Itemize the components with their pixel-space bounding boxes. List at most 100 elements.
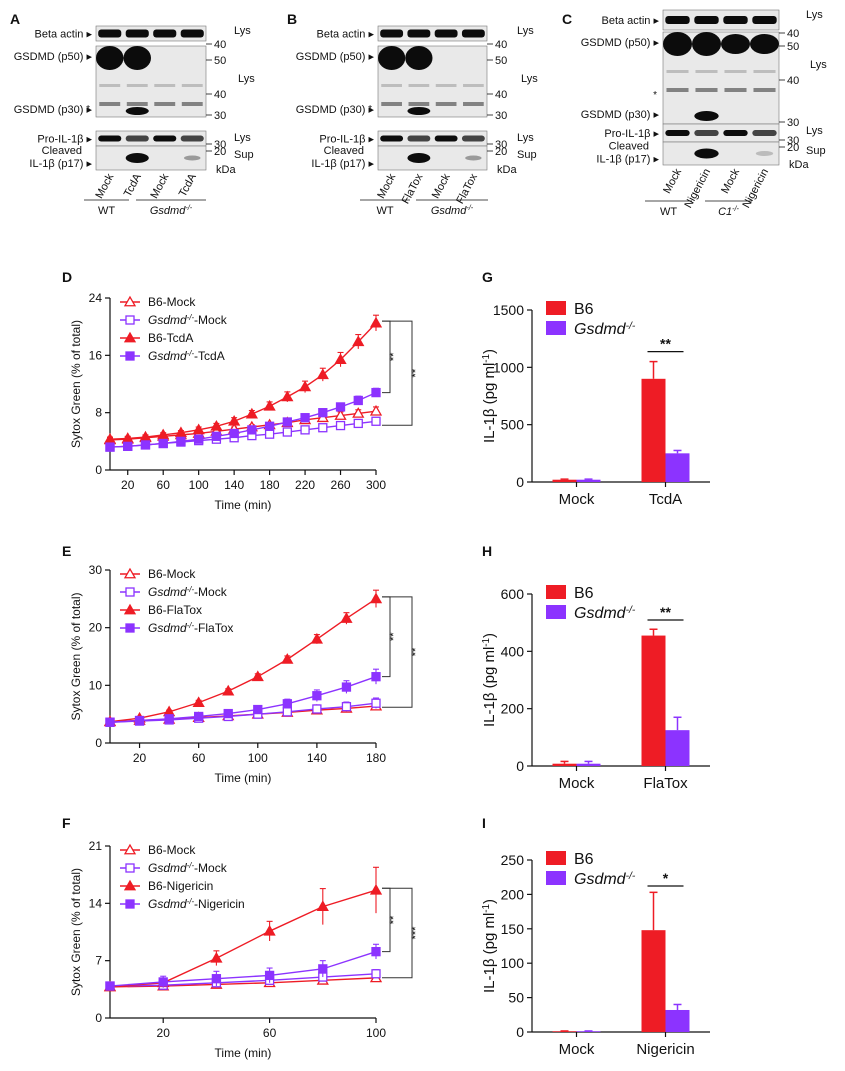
label-part: Gsdmd bbox=[148, 861, 187, 875]
kda-marker: 40 bbox=[495, 89, 507, 101]
sig-marker: *** bbox=[410, 926, 422, 940]
x-tick-label: 60 bbox=[157, 478, 171, 492]
legend-swatch bbox=[546, 301, 566, 315]
y-tick-label: 150 bbox=[501, 921, 525, 937]
y-tick-label: 400 bbox=[501, 643, 525, 659]
band-beta-actin bbox=[153, 29, 177, 38]
kda-marker: 40 bbox=[214, 39, 226, 51]
data-point bbox=[282, 427, 292, 437]
label-part: -1 bbox=[481, 354, 492, 363]
y-axis-title: Sytox Green (% of total) bbox=[69, 320, 83, 448]
blot-panel-B: Beta actin ▸ GSDMD (p50) ▸ GSDMD (p30) ▸ Pr… bbox=[296, 25, 538, 217]
data-point bbox=[318, 408, 328, 418]
band-gsdmd-p50 bbox=[750, 34, 779, 54]
y-axis-title: IL-1β (pg ml-1) bbox=[481, 633, 499, 727]
label-part: ) bbox=[481, 349, 498, 354]
label-part: ) bbox=[481, 899, 498, 904]
lane-label: Nigericin bbox=[740, 167, 771, 210]
legend-label: Gsdmd-/--Mock bbox=[148, 861, 228, 876]
data-point bbox=[228, 414, 241, 426]
y-axis-title: IL-1β (pg ml-1) bbox=[481, 899, 499, 993]
label-part: IL-1β (pg ml bbox=[481, 647, 498, 727]
legend-swatch bbox=[546, 851, 566, 865]
blot-panel-A: Beta actin ▸ GSDMD (p50) ▸ GSDMD (p30) ▸ Pr… bbox=[14, 25, 255, 217]
panel-label: B bbox=[287, 11, 297, 27]
band-beta-actin bbox=[380, 29, 404, 38]
data-point bbox=[176, 436, 186, 446]
label-part: -/- bbox=[626, 321, 636, 332]
y-tick-label: 16 bbox=[89, 348, 103, 362]
legend-label: Gsdmd-/--Mock bbox=[148, 313, 228, 328]
label-part: Gsdmd bbox=[148, 585, 187, 599]
series-line bbox=[109, 702, 377, 723]
data-point bbox=[123, 295, 137, 307]
nonspecific-star: * bbox=[368, 104, 372, 115]
sig-marker: ** bbox=[410, 368, 422, 377]
label-part: -Mock bbox=[194, 861, 228, 875]
kda-marker: 30 bbox=[787, 135, 799, 147]
x-tick-label: 180 bbox=[260, 478, 280, 492]
y-tick-label: 0 bbox=[95, 1011, 102, 1025]
band-il1b-p17 bbox=[694, 148, 719, 159]
group-label: C1-/- bbox=[718, 204, 739, 219]
sig-marker: ** bbox=[388, 915, 400, 924]
panel-label: C bbox=[562, 11, 572, 27]
y-tick-label: 20 bbox=[89, 621, 103, 635]
label-part: -/- bbox=[732, 204, 739, 213]
panel-label: G bbox=[482, 269, 493, 285]
kda-unit: kDa bbox=[216, 164, 236, 176]
y-tick-label: 600 bbox=[501, 586, 525, 602]
data-point bbox=[264, 970, 275, 981]
panel-label: H bbox=[482, 543, 492, 559]
data-point bbox=[334, 409, 347, 420]
sig-marker: ** bbox=[410, 647, 422, 656]
data-point bbox=[264, 421, 275, 431]
band-il1b-p17 bbox=[407, 153, 431, 163]
x-tick-label: 20 bbox=[157, 1026, 171, 1040]
data-point bbox=[125, 623, 135, 633]
band-il1b-p17 bbox=[125, 153, 149, 163]
data-point bbox=[371, 698, 381, 708]
label-part: Gsdmd bbox=[574, 321, 627, 338]
band-nonspecific bbox=[126, 102, 148, 106]
lane-label: TcdA bbox=[177, 171, 199, 199]
sig-marker: ** bbox=[660, 604, 671, 620]
fraction-label-lys: Lys bbox=[238, 73, 255, 85]
data-point bbox=[247, 425, 257, 435]
series-line bbox=[109, 889, 377, 988]
band-faint bbox=[695, 70, 718, 73]
row-label-p17: IL-1β (p17) ▸ bbox=[29, 158, 92, 170]
sig-bracket bbox=[382, 596, 413, 708]
label-part: -/- bbox=[187, 897, 195, 906]
band-gsdmd-p50 bbox=[692, 32, 721, 56]
data-point bbox=[369, 883, 383, 895]
data-point bbox=[223, 708, 233, 719]
membrane-beta-actin bbox=[662, 9, 780, 31]
panel-label: E bbox=[62, 543, 71, 559]
fraction-label-lys: Lys bbox=[806, 9, 823, 21]
legend-label: Gsdmd-/--Mock bbox=[148, 585, 228, 600]
band-pro-il1b bbox=[180, 135, 204, 142]
legend-label: Gsdmd-/--TcdA bbox=[148, 349, 225, 364]
row-label-cleaved: Cleaved bbox=[324, 145, 364, 157]
band-gsdmd-p50 bbox=[721, 34, 750, 54]
data-point bbox=[264, 429, 275, 439]
data-point bbox=[210, 951, 223, 963]
series-line bbox=[109, 391, 377, 448]
band-pro-il1b bbox=[752, 130, 777, 136]
data-point bbox=[105, 442, 115, 452]
band-faint bbox=[154, 84, 176, 87]
band-faint bbox=[724, 70, 747, 73]
series-line bbox=[109, 950, 377, 987]
x-tick-label: Mock bbox=[559, 491, 595, 508]
data-point bbox=[335, 420, 346, 431]
bar bbox=[641, 378, 666, 482]
band-pro-il1b bbox=[694, 130, 719, 136]
label-part: Gsdmd bbox=[431, 205, 467, 217]
kda-unit: kDa bbox=[789, 159, 809, 171]
y-tick-label: 24 bbox=[89, 291, 103, 305]
panel-label: F bbox=[62, 815, 71, 831]
row-label-gsdmd-p30: GSDMD (p30) ▸ bbox=[581, 109, 660, 121]
data-point bbox=[164, 714, 174, 724]
label-part: B6 bbox=[574, 851, 594, 868]
